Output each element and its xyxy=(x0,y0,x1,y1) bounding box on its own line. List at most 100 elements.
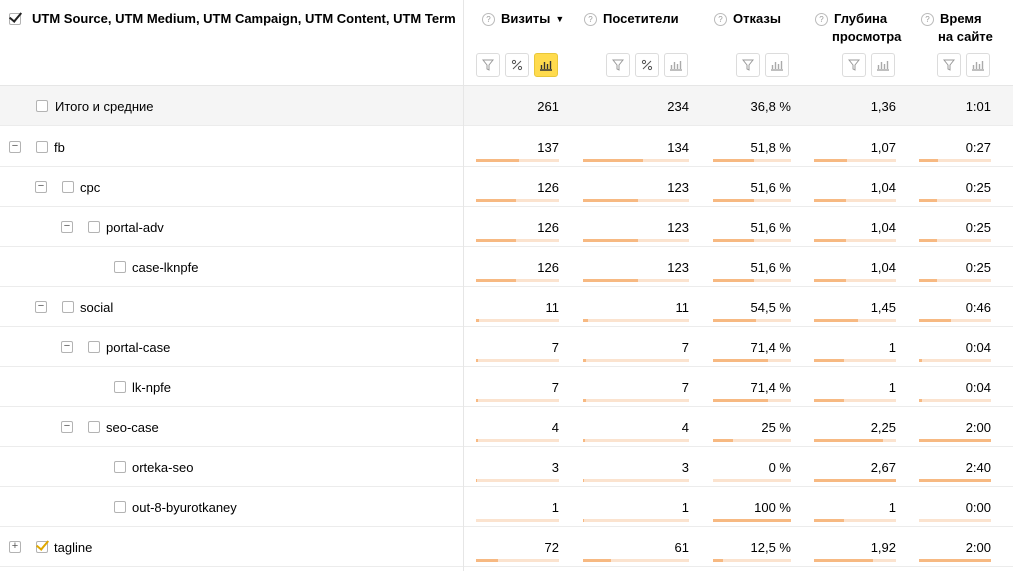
expand-icon[interactable]: + xyxy=(9,541,21,553)
row-time-value: 2:00 xyxy=(965,540,991,555)
row-time-bar xyxy=(919,519,991,522)
row-checkbox[interactable] xyxy=(114,461,126,473)
column-visitors-header[interactable]: ? Посетители xyxy=(584,10,679,28)
row-checkbox[interactable] xyxy=(114,261,126,273)
row-visitors-bar xyxy=(583,519,689,522)
row-checkbox[interactable] xyxy=(114,501,126,513)
bar-fill xyxy=(476,319,479,322)
row-depth-bar xyxy=(814,159,896,162)
help-icon[interactable]: ? xyxy=(921,13,934,26)
row-time-value: 0:04 xyxy=(965,380,991,395)
bounce-filter-button[interactable] xyxy=(736,53,760,77)
time-filter-button[interactable] xyxy=(937,53,961,77)
row-checkbox[interactable] xyxy=(62,301,74,313)
row-bounce-value: 51,6 % xyxy=(750,260,791,275)
bar-fill xyxy=(814,359,844,362)
row-label[interactable]: seo-case xyxy=(106,420,159,435)
row-visits-bar xyxy=(476,239,559,242)
table-row[interactable]: case-lknpfe 126 123 51,6 % 1,04 0:25 xyxy=(0,247,1013,287)
row-visitors-value: 123 xyxy=(667,260,689,275)
column-time-header[interactable]: ? Время на сайте xyxy=(921,10,993,46)
row-depth-value: 2,67 xyxy=(870,460,896,475)
row-visitors-value: 11 xyxy=(675,300,690,315)
table-row[interactable]: lk-npfe 7 7 71,4 % 1 0:04 xyxy=(0,367,1013,407)
row-checkbox[interactable] xyxy=(88,421,100,433)
row-depth-value: 1,04 xyxy=(870,180,896,195)
row-label[interactable]: cpc xyxy=(80,180,101,195)
collapse-icon[interactable]: − xyxy=(35,181,47,193)
bar-fill xyxy=(814,159,847,162)
help-icon[interactable]: ? xyxy=(584,13,597,26)
table-row[interactable]: orteka-seo 3 3 0 % 2,67 2:40 xyxy=(0,447,1013,487)
row-depth-bar xyxy=(814,199,896,202)
visitors-bars-button[interactable] xyxy=(664,53,688,77)
column-bounce-header[interactable]: ? Отказы xyxy=(714,10,781,28)
row-visits-bar xyxy=(476,319,559,322)
time-bars-button[interactable] xyxy=(966,53,990,77)
row-checkbox[interactable] xyxy=(36,141,48,153)
row-label[interactable]: portal-case xyxy=(106,340,171,355)
row-time-bar xyxy=(919,439,991,442)
bar-fill xyxy=(583,279,638,282)
row-label[interactable]: case-lknpfe xyxy=(132,260,199,275)
depth-filter-button[interactable] xyxy=(842,53,866,77)
totals-checkbox[interactable] xyxy=(36,100,48,112)
row-label[interactable]: orteka-seo xyxy=(132,460,194,475)
row-label[interactable]: lk-npfe xyxy=(132,380,172,395)
row-label[interactable]: fb xyxy=(54,140,65,155)
row-checkbox[interactable] xyxy=(114,381,126,393)
row-visitors-bar xyxy=(583,359,689,362)
row-time-value: 0:25 xyxy=(965,220,991,235)
visits-percent-button[interactable] xyxy=(505,53,529,77)
column-visits-header[interactable]: ? Визиты ▼ xyxy=(482,10,564,28)
table-row[interactable]: − seo-case 4 4 25 % 2,25 2:00 xyxy=(0,407,1013,447)
bar-fill xyxy=(476,559,498,562)
row-label[interactable]: portal-adv xyxy=(106,220,164,235)
table-row[interactable]: − social 11 11 54,5 % 1,45 0:46 xyxy=(0,287,1013,327)
help-icon[interactable]: ? xyxy=(815,13,828,26)
visitors-percent-button[interactable] xyxy=(635,53,659,77)
depth-bars-button[interactable] xyxy=(871,53,895,77)
row-bounce-bar xyxy=(713,439,791,442)
row-time-value: 0:04 xyxy=(965,340,991,355)
table-row[interactable]: − portal-case 7 7 71,4 % 1 0:04 xyxy=(0,327,1013,367)
row-depth-bar xyxy=(814,519,896,522)
bar-fill xyxy=(814,239,846,242)
collapse-icon[interactable]: − xyxy=(61,341,73,353)
collapse-icon[interactable]: − xyxy=(61,421,73,433)
row-checkbox[interactable] xyxy=(36,541,48,553)
row-label[interactable]: tagline xyxy=(54,540,93,555)
bounce-bars-button[interactable] xyxy=(765,53,789,77)
row-visitors-value: 123 xyxy=(667,180,689,195)
row-checkbox[interactable] xyxy=(88,221,100,233)
row-depth-value: 1,04 xyxy=(870,220,896,235)
row-checkbox[interactable] xyxy=(88,341,100,353)
visitors-filter-button[interactable] xyxy=(606,53,630,77)
visits-filter-button[interactable] xyxy=(476,53,500,77)
table-row[interactable]: − portal-adv 126 123 51,6 % 1,04 0:25 xyxy=(0,207,1013,247)
row-label[interactable]: social xyxy=(80,300,114,315)
row-label[interactable]: out-8-byurotkaney xyxy=(132,500,237,515)
row-bounce-value: 54,5 % xyxy=(750,300,791,315)
row-bounce-value: 51,6 % xyxy=(750,180,791,195)
collapse-icon[interactable]: − xyxy=(9,141,21,153)
column-depth-header[interactable]: ? Глубина просмотра xyxy=(815,10,901,46)
table-row[interactable]: − cpc 126 123 51,6 % 1,04 0:25 xyxy=(0,167,1013,207)
help-icon[interactable]: ? xyxy=(714,13,727,26)
totals-label: Итого и средние xyxy=(55,99,154,114)
totals-row: Итого и средние 261 234 36,8 % 1,36 1:01 xyxy=(0,86,1013,126)
select-all-checkbox[interactable] xyxy=(9,13,21,25)
table-row[interactable]: + tagline 72 61 12,5 % 1,92 2:00 xyxy=(0,527,1013,567)
dimensions-title[interactable]: UTM Source, UTM Medium, UTM Campaign, UT… xyxy=(32,11,456,26)
collapse-icon[interactable]: − xyxy=(61,221,73,233)
table-row[interactable]: − fb 137 134 51,8 % 1,07 0:27 xyxy=(0,127,1013,167)
row-bounce-bar xyxy=(713,159,791,162)
help-icon[interactable]: ? xyxy=(482,13,495,26)
row-checkbox[interactable] xyxy=(62,181,74,193)
table-row[interactable]: out-8-byurotkaney 1 1 100 % 1 0:00 xyxy=(0,487,1013,527)
collapse-icon[interactable]: − xyxy=(35,301,47,313)
row-visits-value: 7 xyxy=(551,380,559,395)
row-visitors-bar xyxy=(583,159,689,162)
visits-bars-button[interactable] xyxy=(534,53,558,77)
row-bounce-bar xyxy=(713,479,791,482)
